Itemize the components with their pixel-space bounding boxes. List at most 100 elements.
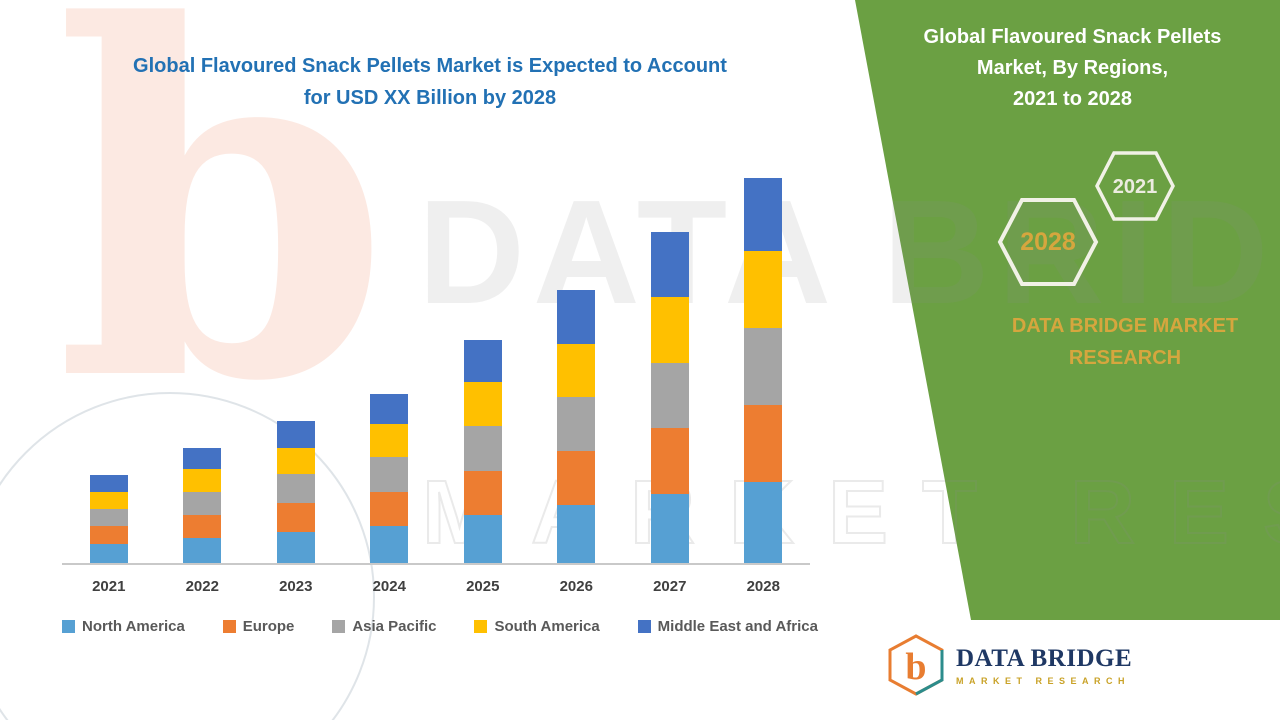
bar-2023 [249,178,343,563]
bar-segment-europe [463,470,502,515]
logo-text-block: DATA BRIDGE MARKET RESEARCH [956,645,1132,686]
logo-name: DATA BRIDGE [956,644,1133,672]
chart-title: Global Flavoured Snack Pellets Market is… [110,50,750,114]
bar-segment-north-america [463,514,502,563]
stacked-bar [370,178,409,563]
panel-title-line1: Global Flavoured Snack Pellets [923,26,1222,48]
x-axis-labels: 2021 2022 2023 2024 2025 2026 2027 2028 [62,578,810,595]
logo-tagline: MARKET RESEARCH [956,675,1131,686]
bar-segment-asia-pacific [370,457,409,492]
legend-item-asia-pacific: Asia Pacific [332,618,437,635]
x-axis-label-2028: 2028 [746,578,780,595]
brand-text: DATA BRIDGE MARKET RESEARCH [955,310,1280,374]
hexagon-outline-icon: 2028 [997,198,1099,286]
stacked-bar [276,178,315,563]
bar-segment-asia-pacific [463,426,502,471]
bar-2025 [436,178,530,563]
bar-segment-south-america [370,424,409,458]
bar-segment-south-america [650,297,689,363]
chart-legend: North America Europe Asia Pacific South Ame… [62,618,818,635]
bar-segment-south-america [744,251,783,329]
logo-b-letter: b [905,646,926,688]
bar-2028 [717,178,811,563]
legend-label-south-america: South America [494,618,600,635]
legend-swatch-asia-pacific [332,620,346,633]
stacked-bar [650,178,689,563]
bar-segment-south-america [463,382,502,427]
bar-segment-north-america [370,526,409,563]
legend-item-south-america: South America [474,618,600,635]
legend-swatch-europe [222,620,236,633]
bar-segment-europe [183,514,222,538]
bar-segment-south-america [276,447,315,475]
x-axis-label-2023: 2023 [279,578,313,595]
bar-segment-middle-east-and-africa [276,420,315,448]
bar-segment-north-america [557,505,596,563]
bar-segment-asia-pacific [276,474,315,504]
bar-segment-north-america [89,543,128,563]
legend-item-middle-east-and-africa: Middle East and Africa [637,618,818,635]
bar-segment-north-america [744,482,783,563]
bar-segment-europe [89,526,128,544]
stacked-bar [557,178,596,563]
bar-segment-europe [276,503,315,533]
bar-segment-europe [650,428,689,494]
bar-segment-asia-pacific [650,362,689,429]
bar-segment-middle-east-and-africa [183,447,222,469]
panel-title-line3: 2021 to 2028 [1013,88,1132,110]
hexagon-badge-2028: 2028 [996,196,1100,288]
brand-text-line2: RESEARCH [1068,347,1182,369]
legend-label-middle-east-and-africa: Middle East and Africa [657,618,818,635]
stacked-bar [89,178,128,563]
bar-segment-middle-east-and-africa [744,178,783,252]
legend-label-north-america: North America [82,618,185,635]
stacked-bar [183,178,222,563]
bar-segment-asia-pacific [183,491,222,515]
chart-plot [62,178,810,565]
bar-segment-north-america [183,537,222,563]
bar-2022 [156,178,250,563]
bar-segment-europe [744,405,783,483]
legend-item-europe: Europe [222,618,295,635]
bar-segment-middle-east-and-africa [650,231,689,298]
bar-2027 [623,178,717,563]
legend-swatch-north-america [62,620,75,633]
panel-title: Global Flavoured Snack Pellets Market, B… [905,22,1240,115]
bar-segment-north-america [276,532,315,563]
panel-title-line2: Market, By Regions, [976,57,1169,79]
databridge-logo: b DATA BRIDGE MARKET RESEARCH [888,634,1132,696]
hexagon-2028-label: 2028 [1020,228,1076,256]
brand-text-line1: DATA BRIDGE MARKET [1011,315,1239,337]
legend-item-north-america: North America [62,618,185,635]
bar-segment-middle-east-and-africa [370,393,409,425]
bar-segment-middle-east-and-africa [89,474,128,492]
legend-label-europe: Europe [242,618,295,635]
bar-2024 [343,178,437,563]
legend-swatch-south-america [474,620,488,633]
hexagon-outline-icon: 2021 [1095,151,1175,221]
legend-swatch-middle-east-and-africa [637,620,651,633]
bar-segment-south-america [557,343,596,398]
chart-title-line1: Global Flavoured Snack Pellets Market is… [133,55,727,77]
hexagon-badge-2021: 2021 [1094,150,1176,222]
bar-segment-middle-east-and-africa [557,289,596,344]
chart-title-line2: for USD XX Billion by 2028 [303,87,557,109]
bar-segment-south-america [183,468,222,492]
x-axis-label-2021: 2021 [92,578,126,595]
bar-segment-asia-pacific [89,509,128,527]
bar-segment-europe [557,451,596,506]
stacked-bar [463,178,502,563]
hexagon-2021-label: 2021 [1113,176,1158,198]
legend-label-asia-pacific: Asia Pacific [352,618,437,635]
x-axis-label-2022: 2022 [185,578,219,595]
logo-hexagon-b-icon: b [888,634,944,696]
x-axis-label-2025: 2025 [466,578,500,595]
x-axis-label-2026: 2026 [559,578,593,595]
bar-2026 [530,178,624,563]
bar-segment-europe [370,491,409,527]
bar-segment-asia-pacific [557,397,596,452]
bar-segment-north-america [650,493,689,563]
bar-segment-middle-east-and-africa [463,339,502,383]
bar-2021 [62,178,156,563]
